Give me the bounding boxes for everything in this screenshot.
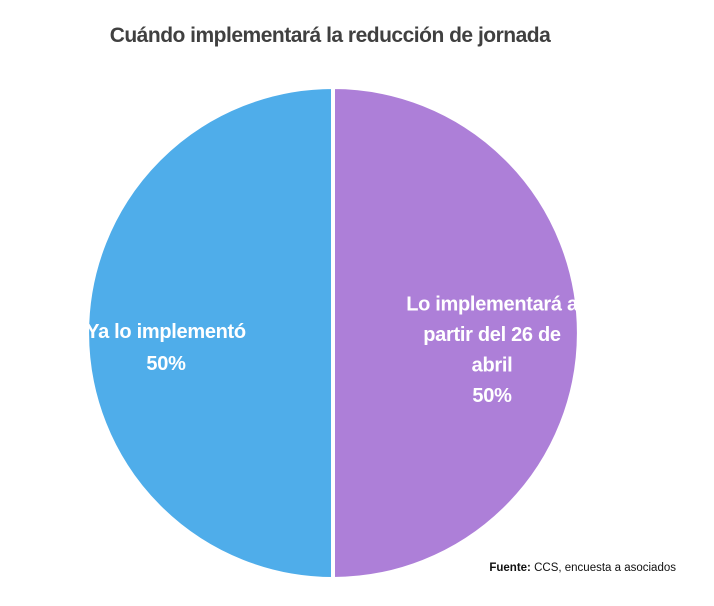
slice-name-label: abril <box>472 354 513 376</box>
source-text: CCS, encuesta a asociados <box>531 562 676 574</box>
slice-value-label: 50% <box>472 385 512 407</box>
pie-slices <box>85 84 581 582</box>
slice-name-label: Lo implementará a <box>406 293 579 315</box>
slice-value-label: 50% <box>146 353 186 375</box>
slice-label: Lo implementará a partir del 26 de abril 50… <box>406 293 579 407</box>
pie-slice <box>331 84 581 582</box>
chart-title: Cuándo implementará la reducción de jorn… <box>110 24 551 47</box>
slice-labels: Ya lo implementó 50% Lo implementará a part… <box>86 293 579 407</box>
pie-slice <box>85 84 335 582</box>
source-note: Fuente: CCS, encuesta a asociados <box>489 562 676 574</box>
slice-name-label: partir del 26 de <box>423 324 561 346</box>
slice-label: Ya lo implementó 50% <box>86 321 246 375</box>
slice-name-label: Ya lo implementó <box>86 321 246 343</box>
source-label: Fuente: <box>489 562 531 574</box>
